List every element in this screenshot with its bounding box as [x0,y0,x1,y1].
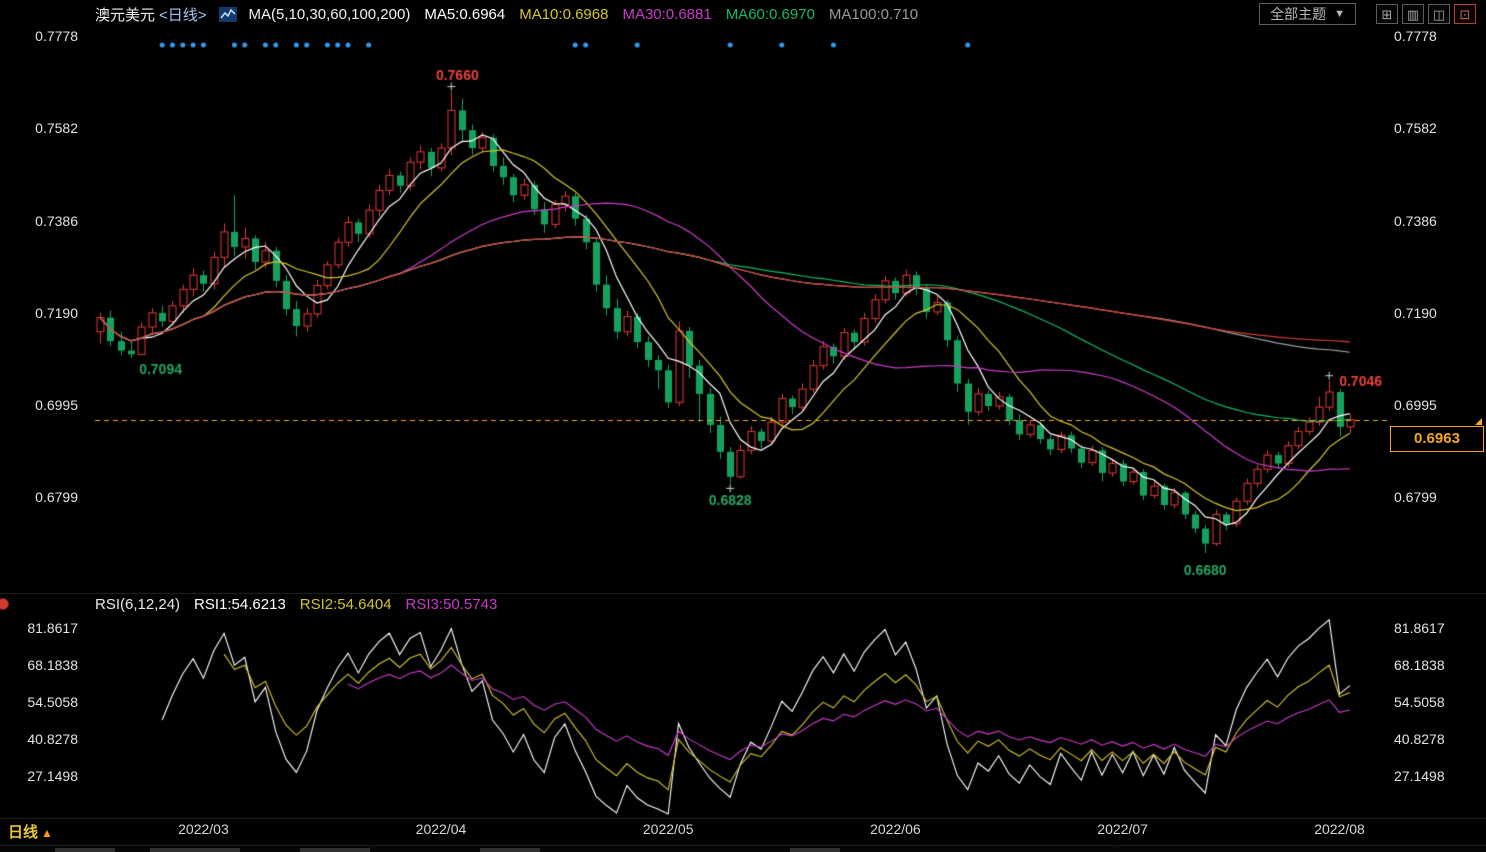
chart-type-icon[interactable] [218,6,237,22]
taskbar-fragment[interactable] [55,848,115,852]
alert-dot-icon [0,598,9,610]
ma-legend-item: MA(5,10,30,60,100,200) [248,5,411,23]
chevron-down-icon: ▼ [1334,7,1345,20]
taskbar-fragment[interactable] [790,848,840,852]
rsi-legend-item: RSI3:50.5743 [405,596,498,613]
ma-legend-item: MA60:0.6970 [725,5,815,23]
panel-bars-button[interactable]: ▥ [1402,4,1424,24]
ma-legend-item: MA5:0.6964 [424,5,506,23]
symbol-title: 澳元美元 [95,6,156,24]
ma-legend-item: MA10:0.6968 [519,5,609,23]
bottom-taskbar-strip [0,846,1486,852]
taskbar-fragment[interactable] [150,848,240,852]
last-price-tag: 0.6963 [1390,417,1484,452]
taskbar-fragment[interactable] [300,848,370,852]
ma-legend-item: MA30:0.6881 [622,5,712,23]
ma-legend-item: MA100:0.710 [828,5,919,23]
rsi-legend: RSI(6,12,24) RSI1:54.6213 RSI2:54.6404 RSI3… [95,596,497,613]
rsi-legend-item: RSI2:54.6404 [299,596,392,613]
window-buttons: ⊞ ▥ ◫ ⊡ [1376,4,1476,24]
panel-export-button[interactable]: ⊡ [1454,4,1476,24]
taskbar-fragment[interactable] [480,848,540,852]
rsi-legend-item: RSI1:54.6213 [194,596,286,613]
layout-grid-button[interactable]: ⊞ [1376,4,1398,24]
last-price-value: 0.6963 [1414,430,1460,447]
chart-header: 澳元美元 <日线> MA(5,10,30,60,100,200) MA5:0.69… [0,0,1486,28]
rsi-legend-item: RSI(6,12,24) [95,596,181,613]
ma-legend: MA(5,10,30,60,100,200) MA5:0.6964 MA10:0.6… [249,6,919,23]
period-selector[interactable]: 日线 ▲ [8,821,53,842]
period-selector-label: 日线 [8,824,39,841]
price-marker-icon [1475,417,1482,425]
theme-dropdown-label: 全部主题 [1270,5,1327,22]
theme-dropdown[interactable]: 全部主题 ▼ [1259,3,1356,25]
period-tag: <日线> [159,6,207,24]
panel-split-button[interactable]: ◫ [1428,4,1450,24]
triangle-up-icon: ▲ [41,826,53,840]
